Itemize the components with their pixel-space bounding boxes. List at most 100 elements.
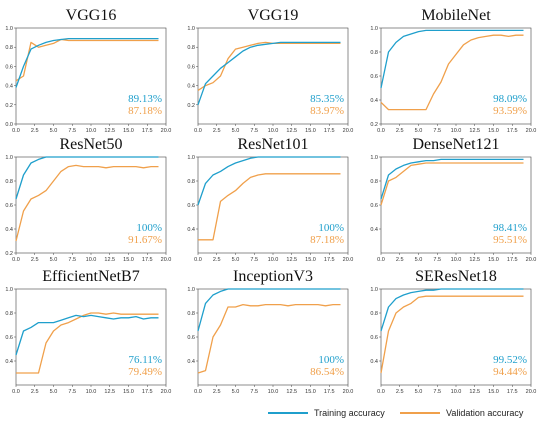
x-tick-label: 10.0 [86,257,97,263]
y-tick-label: 0.6 [370,203,378,209]
x-tick-label: 2.5 [396,128,404,134]
x-tick-label: 0.0 [377,389,385,395]
validation-accuracy-line [15,38,159,82]
x-tick-label: 5.0 [415,389,423,395]
x-tick-label: 5.0 [415,128,423,134]
x-tick-label: 20.0 [161,389,172,395]
x-tick-label: 12.5 [469,389,480,395]
y-tick-label: 0.2 [5,103,13,109]
y-tick-label: 0.6 [5,203,13,209]
y-tick-label: 1.0 [187,287,195,293]
chart-title: DenseNet121 [412,136,499,153]
x-tick-label: 10.0 [451,257,462,263]
x-tick-label: 15.0 [123,128,134,134]
x-tick-label: 12.5 [104,389,115,395]
x-tick-label: 2.5 [396,389,404,395]
x-tick-label: 17.5 [324,257,335,263]
x-tick-label: 15.0 [488,257,499,263]
y-tick-label: 0.6 [370,74,378,80]
chart-title: VGG19 [248,7,299,24]
training-accuracy-line [380,158,524,200]
x-tick-label: 12.5 [104,257,115,263]
x-tick-label: 12.5 [286,389,297,395]
y-tick-label: 0.6 [187,64,195,70]
x-tick-label: 15.0 [305,128,316,134]
validation-accuracy-line [197,303,341,374]
x-tick-label: 10.0 [86,128,97,134]
y-tick-label: 0.4 [5,359,13,365]
x-tick-label: 0.0 [377,257,385,263]
x-tick-label: 7.5 [68,257,76,263]
x-tick-label: 2.5 [31,128,39,134]
training-accuracy-line [15,156,159,200]
validation-accuracy-line [198,173,341,241]
training-accuracy-value: 99.52% [493,354,527,366]
x-tick-label: 10.0 [451,128,462,134]
y-tick-label: 0.8 [187,45,195,51]
x-tick-label: 5.0 [232,128,240,134]
training-accuracy-line [197,288,341,332]
chart-title: InceptionV3 [233,268,313,285]
x-tick-label: 7.5 [250,389,258,395]
chart-title: VGG16 [66,7,117,24]
validation-accuracy-value: 87.18% [310,234,344,246]
x-tick-label: 20.0 [161,257,172,263]
training-accuracy-value: 98.41% [493,222,527,234]
x-tick-label: 17.5 [142,389,153,395]
x-tick-label: 5.0 [50,128,58,134]
validation-accuracy-value: 83.97% [310,105,344,117]
x-tick-label: 12.5 [286,128,297,134]
y-tick-label: 0.8 [5,45,13,51]
x-tick-label: 17.5 [507,128,518,134]
x-tick-label: 2.5 [396,257,404,263]
x-tick-label: 5.0 [50,257,58,263]
x-tick-label: 10.0 [451,389,462,395]
x-tick-label: 20.0 [343,389,354,395]
x-tick-label: 10.0 [86,389,97,395]
x-tick-label: 0.0 [194,128,202,134]
chart-mobilenet: MobileNet 0.2 0.4 0.6 0.8 1.0 0.0 2.5 5.0 7.5 10.0… [370,7,536,134]
x-tick-label: 17.5 [507,257,518,263]
x-tick-label: 17.5 [324,128,335,134]
training-accuracy-value: 100% [136,222,162,234]
y-tick-label: 0.4 [187,359,195,365]
y-tick-label: 0.8 [370,179,378,185]
x-tick-label: 2.5 [213,257,221,263]
training-accuracy-line [15,37,159,88]
y-tick-label: 0.6 [187,335,195,341]
x-tick-label: 5.0 [232,389,240,395]
training-accuracy-value: 89.13% [128,93,162,105]
x-tick-label: 20.0 [526,128,537,134]
y-tick-label: 0.2 [187,103,195,109]
y-tick-label: 1.0 [5,155,13,161]
chart-seresnet18: SEResNet18 0.4 0.6 0.8 1.0 0.0 2.5 5.0 7.5 10.0 12… [370,268,536,395]
chart-resnet50: ResNet50 0.2 0.4 0.6 0.8 1.0 0.0 2.5 5.0 7.5 10.0 1… [5,136,171,263]
training-accuracy-line [380,288,524,332]
y-tick-label: 0.4 [187,84,195,90]
chart-title: MobileNet [421,7,491,24]
x-tick-label: 20.0 [343,257,354,263]
y-tick-label: 0.6 [5,335,13,341]
x-tick-label: 10.0 [268,389,279,395]
x-tick-label: 17.5 [324,389,335,395]
x-tick-label: 0.0 [377,128,385,134]
x-tick-label: 0.0 [194,389,202,395]
chart-efficientnetb7: EfficientNetB7 0.4 0.6 0.8 1.0 0.0 2.5 5.0 7.5 10… [5,268,171,395]
x-tick-label: 15.0 [123,389,134,395]
x-tick-label: 0.0 [194,257,202,263]
validation-accuracy-line [197,41,341,91]
chart-title: SEResNet18 [415,268,497,285]
x-tick-label: 5.0 [415,257,423,263]
y-tick-label: 0.4 [5,227,13,233]
x-tick-label: 7.5 [250,128,258,134]
chart-resnet101: ResNet101 0.4 0.6 0.8 1.0 0.0 2.5 5.0 7.5 10.0 12.… [187,136,353,263]
x-tick-label: 7.5 [433,257,441,263]
x-tick-label: 15.0 [488,389,499,395]
y-tick-label: 0.4 [370,227,378,233]
x-tick-label: 20.0 [161,128,172,134]
y-tick-label: 0.4 [370,359,378,365]
training-accuracy-value: 85.35% [310,93,344,105]
x-tick-label: 10.0 [268,257,279,263]
y-tick-label: 0.2 [5,251,13,257]
x-tick-label: 15.0 [305,257,316,263]
